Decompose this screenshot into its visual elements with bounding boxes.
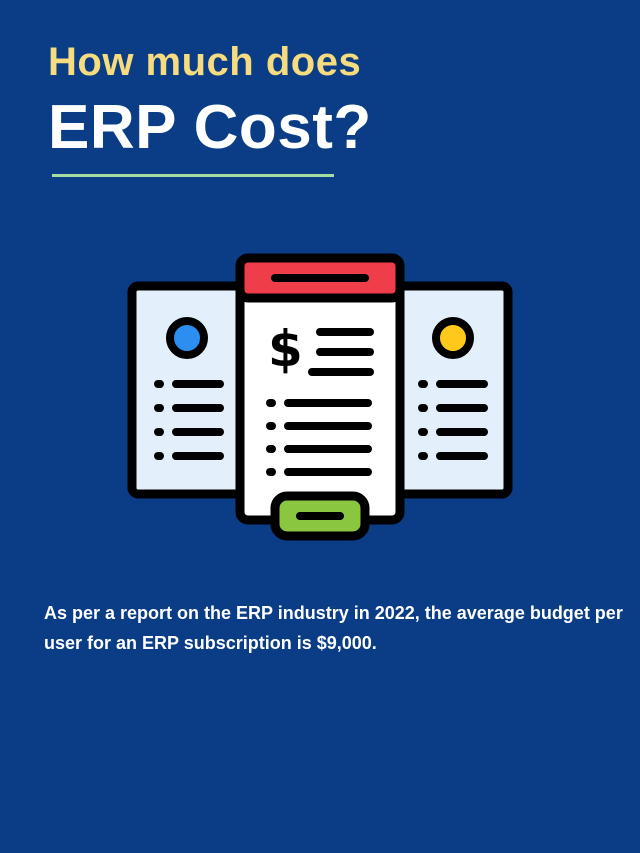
- dollar-sign: $: [268, 320, 303, 378]
- blue-dot: [166, 317, 208, 359]
- invoice-price-list-icon: $: [127, 253, 513, 541]
- page-title: ERP Cost?: [48, 93, 372, 162]
- page-subtitle: How much does: [48, 40, 362, 84]
- yellow-dot: [432, 317, 474, 359]
- title-underline: [52, 174, 334, 177]
- body-text: As per a report on the ERP industry in 2…: [44, 603, 623, 653]
